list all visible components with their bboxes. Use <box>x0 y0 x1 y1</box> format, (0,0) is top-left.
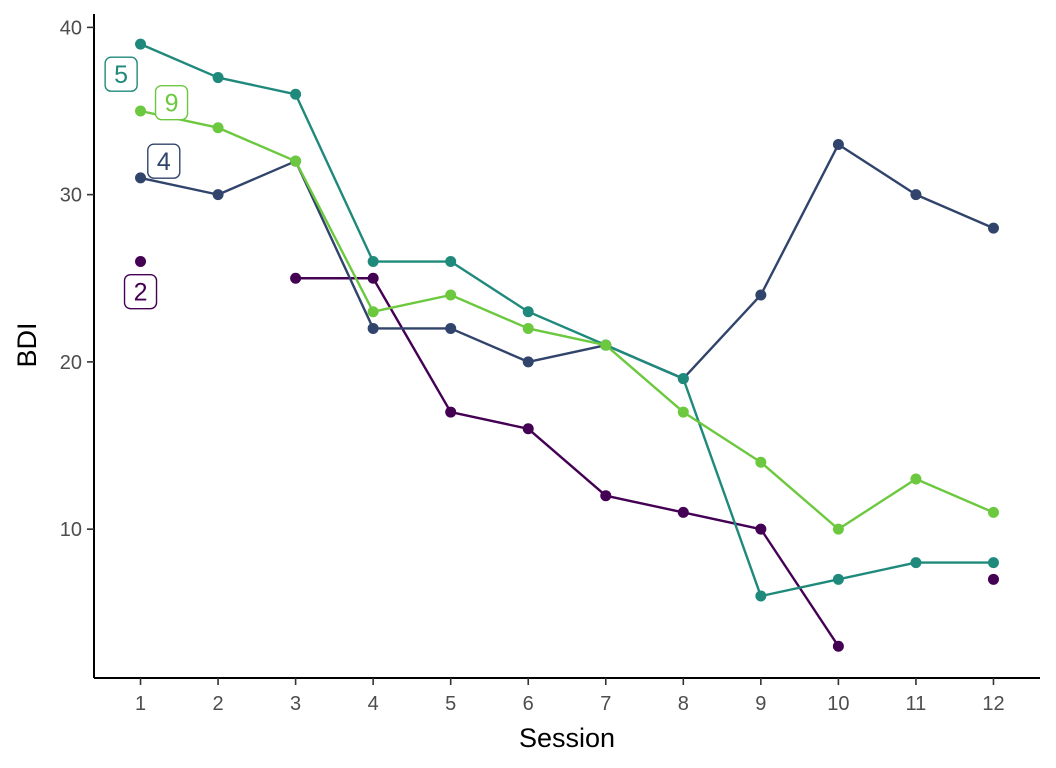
data-point <box>135 38 147 50</box>
data-point <box>755 523 767 535</box>
x-tick-label: 2 <box>213 693 224 715</box>
data-point <box>755 590 767 602</box>
series-line <box>140 143 994 380</box>
x-tick-label: 3 <box>290 693 301 715</box>
data-point <box>677 506 689 518</box>
x-tick-label: 9 <box>755 693 766 715</box>
series-4 <box>135 138 999 385</box>
series-label-box <box>104 56 138 92</box>
data-point <box>677 373 689 385</box>
x-axis-title: Session <box>519 723 615 753</box>
y-tick-label: 30 <box>60 185 82 207</box>
data-point <box>600 339 612 351</box>
x-axis-ticks: 1 2 3 4 5 6 7 8 9 10 11 12 <box>135 678 1005 715</box>
series-label-2: 2 <box>123 273 158 310</box>
data-point <box>600 490 612 502</box>
series-label-9: 9 <box>154 84 189 121</box>
series-label-5: 5 <box>104 56 138 92</box>
data-point <box>367 322 379 334</box>
data-point <box>212 122 224 134</box>
series-label-text: 2 <box>134 279 148 307</box>
x-tick-label: 7 <box>600 693 611 715</box>
y-tick-label: 40 <box>60 17 82 39</box>
data-point <box>755 456 767 468</box>
data-point <box>522 423 534 435</box>
data-point <box>987 573 999 585</box>
data-point <box>445 289 457 301</box>
data-point <box>522 356 534 368</box>
x-tick-label: 6 <box>523 693 534 715</box>
series-5 <box>135 38 999 602</box>
series-label-box <box>154 84 189 121</box>
data-point <box>212 72 224 84</box>
data-point <box>832 138 844 150</box>
data-point <box>987 557 999 569</box>
x-tick-label: 8 <box>678 693 689 715</box>
series-labels: 2 4 5 9 <box>104 56 189 310</box>
x-tick-label: 4 <box>368 693 379 715</box>
data-point <box>445 256 457 268</box>
data-point <box>522 306 534 318</box>
data-point <box>367 306 379 318</box>
data-point <box>987 222 999 234</box>
data-point <box>677 406 689 418</box>
data-point <box>910 557 922 569</box>
data-point <box>522 322 534 334</box>
data-point <box>910 473 922 485</box>
data-point <box>290 272 302 284</box>
data-point <box>290 88 302 100</box>
data-point <box>367 256 379 268</box>
data-point <box>832 640 844 652</box>
series-line <box>295 277 840 647</box>
x-tick-label: 11 <box>906 693 927 715</box>
series-label-4: 4 <box>147 143 181 179</box>
y-axis-ticks: 10 20 30 40 <box>60 17 94 541</box>
x-tick-label: 10 <box>827 693 849 715</box>
series-line <box>140 109 994 531</box>
data-point <box>987 506 999 518</box>
data-point <box>755 289 767 301</box>
data-point <box>445 406 457 418</box>
data-point <box>290 155 302 167</box>
series-line <box>140 43 994 598</box>
series-label-box <box>123 273 158 310</box>
x-tick-label: 12 <box>982 693 1004 715</box>
data-point <box>135 256 147 268</box>
data-point <box>135 172 147 184</box>
data-point <box>910 189 922 201</box>
series-label-text: 9 <box>165 90 179 118</box>
data-point <box>212 189 224 201</box>
data-point <box>832 573 844 585</box>
series-label-text: 4 <box>157 148 171 176</box>
y-axis-title: BDI <box>12 322 42 367</box>
series-9 <box>135 105 999 535</box>
x-tick-label: 1 <box>135 693 146 715</box>
data-point <box>832 523 844 535</box>
axis-lines <box>93 14 1040 679</box>
x-tick-label: 5 <box>445 693 456 715</box>
data-point <box>367 272 379 284</box>
series-label-box <box>147 143 181 179</box>
data-point <box>135 105 147 117</box>
series-label-text: 5 <box>114 61 128 89</box>
series-group <box>135 38 999 652</box>
data-point <box>445 322 457 334</box>
series-2 <box>135 256 999 652</box>
y-tick-label: 10 <box>60 519 82 541</box>
y-tick-label: 20 <box>60 352 82 374</box>
